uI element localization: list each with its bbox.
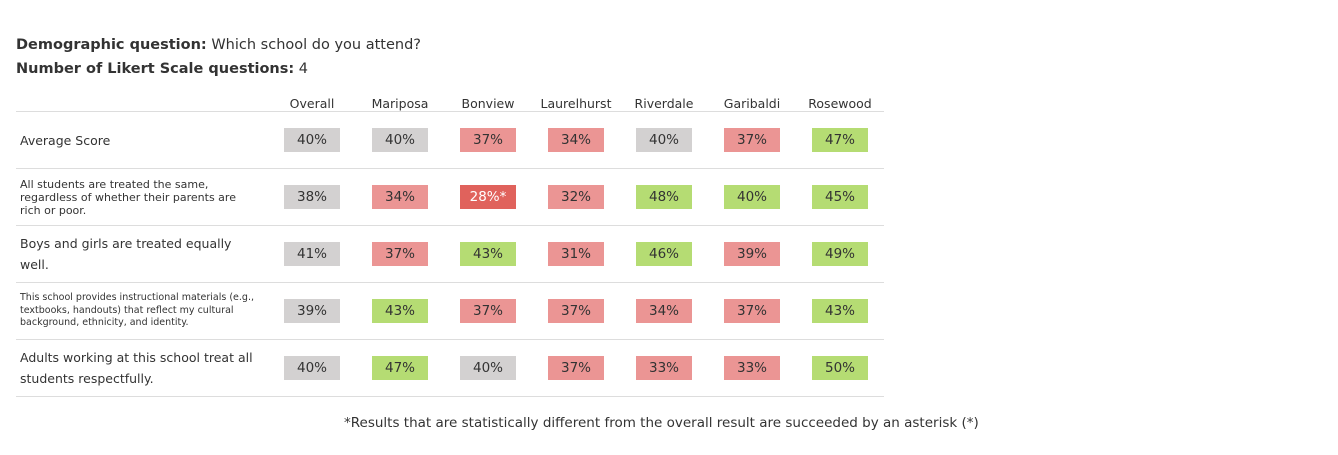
- footnote: *Results that are statistically differen…: [344, 415, 979, 431]
- question-label: Average Score: [16, 111, 268, 169]
- score-cell: 40%: [636, 128, 692, 152]
- question-label: Boys and girls are treated equally well.: [16, 225, 268, 283]
- score-cell: 37%: [548, 299, 604, 323]
- score-cell: 40%: [372, 128, 428, 152]
- table-row: All students are treated the same, regar…: [16, 168, 884, 226]
- column-header-garibaldi: Garibaldi: [708, 92, 796, 112]
- likert-count-label: Number of Likert Scale questions:: [16, 61, 295, 77]
- score-cell: 47%: [372, 356, 428, 380]
- score-cell: 40%: [284, 356, 340, 380]
- score-cell: 37%: [460, 299, 516, 323]
- score-cell: 40%: [284, 128, 340, 152]
- column-header-laurelhurst: Laurelhurst: [532, 92, 620, 112]
- score-cell: 33%: [636, 356, 692, 380]
- score-cell: 46%: [636, 242, 692, 266]
- score-cell: 38%: [284, 185, 340, 209]
- results-table: Overall Mariposa Bonview Laurelhurst Riv…: [16, 92, 884, 397]
- question-label: This school provides instructional mater…: [16, 282, 268, 340]
- score-cell: 48%: [636, 185, 692, 209]
- demographic-question-label: Demographic question:: [16, 37, 207, 53]
- score-cell: 37%: [460, 128, 516, 152]
- column-header-riverdale: Riverdale: [620, 92, 708, 112]
- score-cell: 41%: [284, 242, 340, 266]
- score-cell: 32%: [548, 185, 604, 209]
- score-cell: 49%: [812, 242, 868, 266]
- score-cell: 37%: [372, 242, 428, 266]
- score-cell: 43%: [460, 242, 516, 266]
- table-row: This school provides instructional mater…: [16, 282, 884, 340]
- question-label: Adults working at this school treat all …: [16, 339, 268, 397]
- question-label: All students are treated the same, regar…: [16, 168, 268, 226]
- table-row: Boys and girls are treated equally well.…: [16, 225, 884, 283]
- table-row: Adults working at this school treat all …: [16, 339, 884, 397]
- demographic-question-line: Demographic question: Which school do yo…: [16, 35, 421, 55]
- score-cell: 45%: [812, 185, 868, 209]
- score-cell: 28%*: [460, 185, 516, 209]
- column-header-overall: Overall: [268, 92, 356, 112]
- column-header-bonview: Bonview: [444, 92, 532, 112]
- question-column-header: [16, 92, 268, 112]
- demographic-question-value: Which school do you attend?: [211, 37, 421, 53]
- score-cell: 33%: [724, 356, 780, 380]
- likert-count-line: Number of Likert Scale questions: 4: [16, 59, 308, 79]
- score-cell: 39%: [724, 242, 780, 266]
- score-cell: 34%: [372, 185, 428, 209]
- score-cell: 40%: [460, 356, 516, 380]
- score-cell: 43%: [372, 299, 428, 323]
- score-cell: 40%: [724, 185, 780, 209]
- column-header-rosewood: Rosewood: [796, 92, 884, 112]
- score-cell: 50%: [812, 356, 868, 380]
- likert-count-value: 4: [298, 61, 309, 77]
- table-header-row: Overall Mariposa Bonview Laurelhurst Riv…: [16, 92, 884, 112]
- score-cell: 34%: [636, 299, 692, 323]
- score-cell: 34%: [548, 128, 604, 152]
- column-header-mariposa: Mariposa: [356, 92, 444, 112]
- score-cell: 37%: [548, 356, 604, 380]
- score-cell: 43%: [812, 299, 868, 323]
- table-row: Average Score 40% 40% 37% 34% 40% 37% 47…: [16, 111, 884, 169]
- score-cell: 37%: [724, 299, 780, 323]
- score-cell: 47%: [812, 128, 868, 152]
- score-cell: 31%: [548, 242, 604, 266]
- score-cell: 37%: [724, 128, 780, 152]
- score-cell: 39%: [284, 299, 340, 323]
